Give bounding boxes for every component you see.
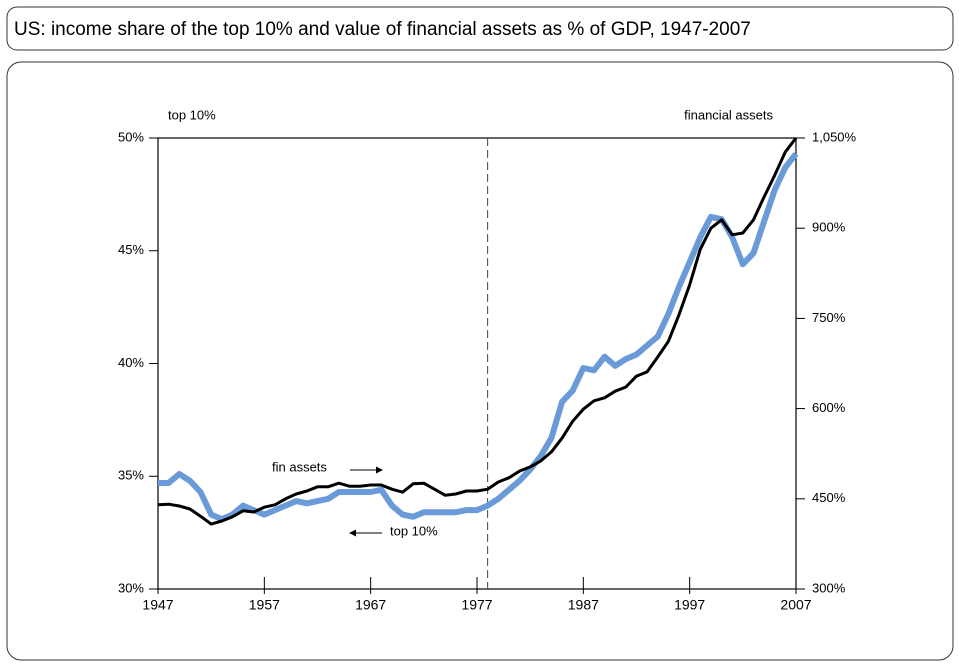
y2-tick-label: 750% — [812, 310, 846, 325]
annotation: fin assets — [272, 459, 327, 474]
y2-tick-label: 900% — [812, 220, 846, 235]
x-tick-label: 1977 — [461, 597, 492, 613]
y-tick-label: 50% — [118, 129, 144, 144]
y2-tick-label: 450% — [812, 490, 846, 505]
annotation: top 10% — [390, 523, 438, 538]
chart-title: US: income share of the top 10% and valu… — [14, 19, 751, 40]
y2-tick-label: 600% — [812, 400, 846, 415]
series-line — [158, 151, 799, 523]
y-axis-label: top 10% — [168, 107, 216, 122]
y-tick-label: 45% — [118, 242, 144, 257]
x-tick-label: 1967 — [355, 597, 386, 613]
y-tick-label: 35% — [118, 468, 144, 483]
chart-box — [6, 61, 954, 661]
y2-axis-label: financial assets — [684, 107, 773, 122]
series-line — [157, 137, 798, 526]
x-tick-label: 1957 — [249, 597, 280, 613]
arrow-head — [376, 466, 383, 474]
y2-tick-label: 300% — [812, 580, 846, 595]
plot-frame — [157, 137, 797, 590]
x-tick-label: 1987 — [568, 597, 599, 613]
title-box — [6, 6, 954, 51]
y2-tick-label: 1,050% — [812, 129, 857, 144]
x-tick-label: 2007 — [780, 597, 811, 613]
y-tick-label: 40% — [118, 355, 144, 370]
x-tick-label: 1997 — [674, 597, 705, 613]
y-tick-label: 30% — [118, 580, 144, 595]
x-tick-label: 1947 — [142, 597, 173, 613]
arrow-head — [349, 529, 356, 537]
